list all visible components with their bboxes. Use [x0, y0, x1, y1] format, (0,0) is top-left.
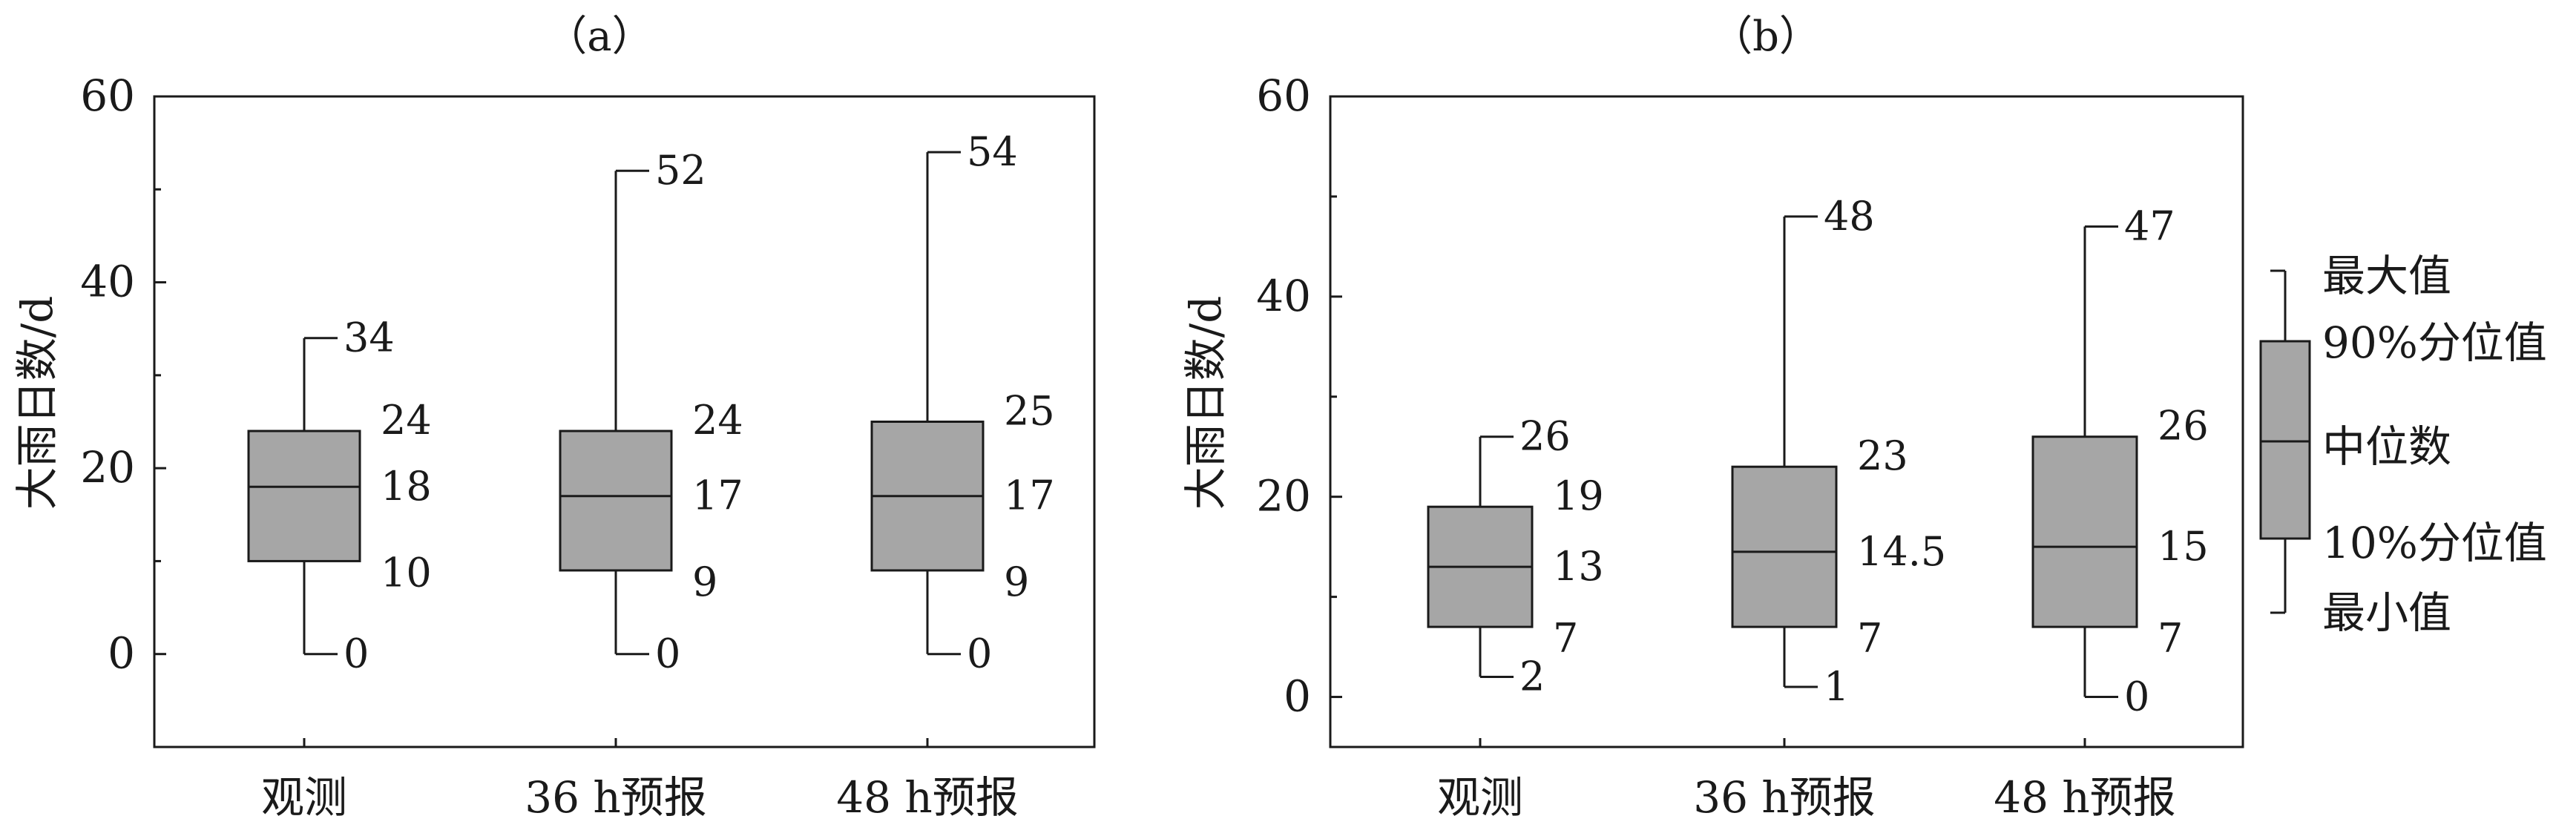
panel-a-y-axis-label: 大雨日数/d — [12, 296, 62, 510]
y-tick-label-a-0: 0 — [108, 628, 135, 679]
min-value-label: 0 — [967, 631, 992, 677]
max-value-label: 47 — [2124, 203, 2175, 249]
x-category-label-b-3: 48 h预报 — [1994, 772, 2176, 823]
panel-b-y-axis: 0 20 40 60 — [1256, 70, 1342, 722]
min-value-label: 1 — [1824, 663, 1849, 710]
y-tick-label-a-40: 40 — [80, 257, 135, 307]
box-group-a-3: 54 25 17 90 — [870, 128, 1055, 677]
legend-box — [2259, 340, 2311, 540]
y-tick-label-b-0: 0 — [1284, 671, 1311, 722]
median-value-label: 17 — [1004, 473, 1055, 519]
y-tick-label-b-60: 60 — [1256, 70, 1311, 121]
y-tick-label-a-60: 60 — [80, 70, 135, 121]
max-value-label: 52 — [655, 147, 706, 194]
median-value-label: 15 — [2158, 523, 2209, 570]
median-value-label: 18 — [381, 463, 432, 510]
min-value-label: 0 — [655, 631, 680, 677]
min-value-label: 2 — [1519, 654, 1545, 700]
legend-max-label: 最大值 — [2322, 251, 2451, 301]
legend-min-label: 最小值 — [2322, 587, 2451, 638]
median-value-label: 13 — [1553, 543, 1604, 590]
max-value-label: 54 — [967, 128, 1018, 175]
x-category-label-b-2: 36 h预报 — [1693, 772, 1876, 823]
panel-a-x-axis: 观测 36 h预报 48 h预报 — [261, 738, 1019, 823]
p10-value-label: 7 — [2158, 615, 2183, 662]
median-value-label: 17 — [692, 473, 743, 519]
box-group-a-1: 34 24 18 10 0 — [247, 315, 432, 677]
p10-value-label: 7 — [1857, 615, 1882, 662]
box-group-a-2: 52 24 17 90 — [559, 147, 743, 677]
y-tick-label-b-20: 20 — [1256, 471, 1311, 521]
median-value-label: 14.5 — [1857, 528, 1946, 575]
panel-b-label: （b） — [1711, 13, 1821, 61]
legend: 最大值 90%分位值 中位数 10%分位值 最小值 — [2259, 251, 2547, 638]
p90-value-label: 25 — [1004, 388, 1055, 435]
box-group-b-2: 48 23 14.5 71 — [1731, 193, 1946, 710]
panel-b-x-axis: 观测 36 h预报 48 h预报 — [1437, 738, 2176, 823]
y-tick-label-b-40: 40 — [1256, 271, 1311, 321]
p90-value-label: 19 — [1553, 473, 1604, 519]
max-value-label: 34 — [344, 315, 395, 361]
p10-value-label: 9 — [1004, 559, 1029, 605]
max-value-label: 26 — [1519, 413, 1571, 460]
panel-a-y-axis: 0 20 40 60 — [80, 70, 166, 748]
panel-a-plot-frame — [153, 95, 1096, 748]
p10-value-label: 9 — [692, 559, 717, 605]
min-value-label: 0 — [344, 631, 369, 677]
box — [247, 429, 361, 562]
box — [2031, 435, 2138, 628]
y-tick-label-a-20: 20 — [80, 442, 135, 493]
min-value-label: 0 — [2124, 674, 2149, 720]
x-category-label-a-1: 观测 — [261, 772, 347, 823]
x-category-label-a-3: 48 h预报 — [836, 772, 1019, 823]
box — [559, 429, 673, 572]
p90-value-label: 24 — [692, 397, 743, 444]
legend-median-label: 中位数 — [2322, 421, 2451, 472]
p90-value-label: 24 — [381, 397, 432, 444]
p10-value-label: 10 — [381, 549, 432, 596]
x-category-label-b-1: 观测 — [1437, 772, 1523, 823]
p90-value-label: 23 — [1857, 432, 1908, 479]
legend-p90-label: 90%分位值 — [2322, 317, 2547, 368]
box — [1731, 465, 1838, 628]
panel-b-y-axis-label: 大雨日数/d — [1180, 296, 1231, 510]
p10-value-label: 7 — [1553, 615, 1578, 662]
panel-a-label: （a） — [545, 13, 653, 61]
box-group-b-3: 47 26 15 70 — [2031, 203, 2209, 720]
p90-value-label: 26 — [2158, 403, 2209, 450]
max-value-label: 48 — [1824, 193, 1875, 240]
box-group-b-1: 26 19 13 72 — [1427, 413, 1604, 700]
panel-b-plot-frame — [1329, 95, 2244, 748]
x-category-label-a-2: 36 h预报 — [525, 772, 707, 823]
legend-p10-label: 10%分位值 — [2322, 518, 2547, 568]
